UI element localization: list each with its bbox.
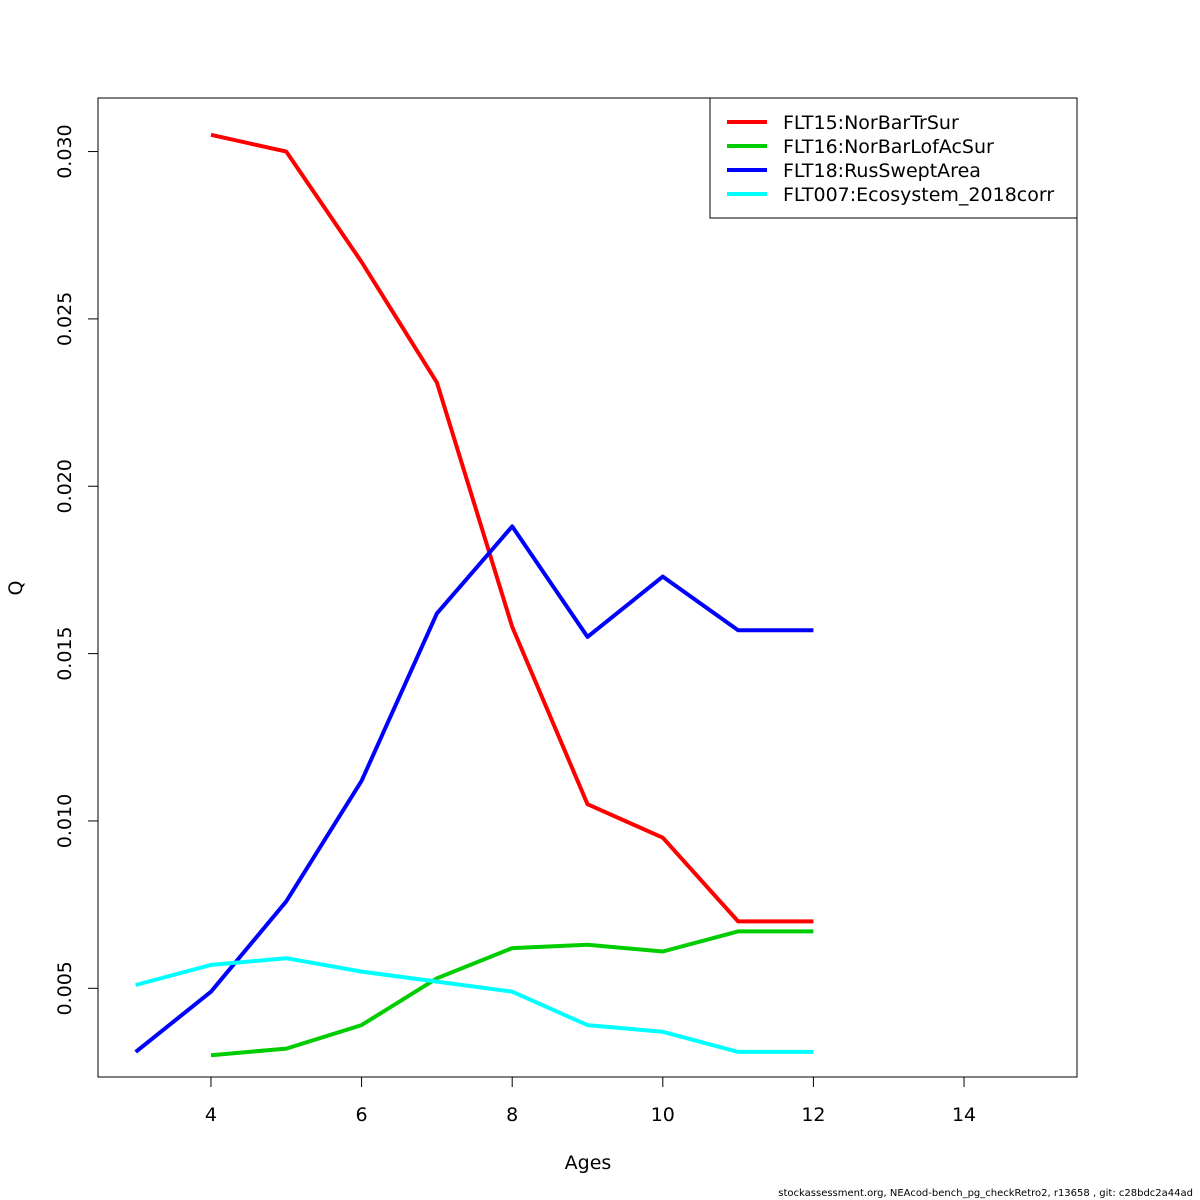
y-axis: 0.005 0.010 0.015 0.020 0.025 0.030	[54, 124, 99, 1016]
y-tick-label: 0.005	[54, 961, 76, 1015]
series-lines	[134, 132, 814, 1058]
y-tick-label: 0.010	[54, 794, 76, 848]
x-tick-label: 10	[651, 1104, 675, 1126]
x-axis-title: Ages	[565, 1152, 612, 1174]
x-tick-label: 4	[205, 1104, 217, 1126]
y-tick-label: 0.030	[54, 124, 76, 178]
footer-text: stockassessment.org, NEAcod-bench_pg_che…	[778, 1188, 1193, 1199]
legend-label-2: FLT18:RusSweptArea	[783, 160, 981, 182]
legend-label-1: FLT16:NorBarLofAcSur	[783, 136, 994, 158]
x-tick-label: 6	[356, 1104, 368, 1126]
legend: FLT15:NorBarTrSurFLT16:NorBarLofAcSurFLT…	[709, 97, 1078, 219]
plot-frame	[97, 97, 1078, 1078]
series-line-3	[135, 956, 814, 1054]
legend-box	[709, 97, 1078, 219]
x-tick-label: 12	[801, 1104, 825, 1126]
series-line-0	[210, 132, 814, 924]
y-tick-label: 0.015	[54, 626, 76, 680]
y-tick-label: 0.025	[54, 292, 76, 346]
x-tick-label: 14	[952, 1104, 976, 1126]
series-line-2	[134, 524, 814, 1054]
y-axis-title: Q	[5, 581, 27, 596]
legend-label-3: FLT007:Ecosystem_2018corr	[783, 184, 1054, 206]
series-line-1	[210, 929, 814, 1058]
legend-label-0: FLT15:NorBarTrSur	[783, 112, 959, 134]
y-tick-label: 0.020	[54, 459, 76, 513]
x-axis: 4 6 8 10 12 14	[205, 1076, 976, 1126]
x-tick-label: 8	[506, 1104, 518, 1126]
